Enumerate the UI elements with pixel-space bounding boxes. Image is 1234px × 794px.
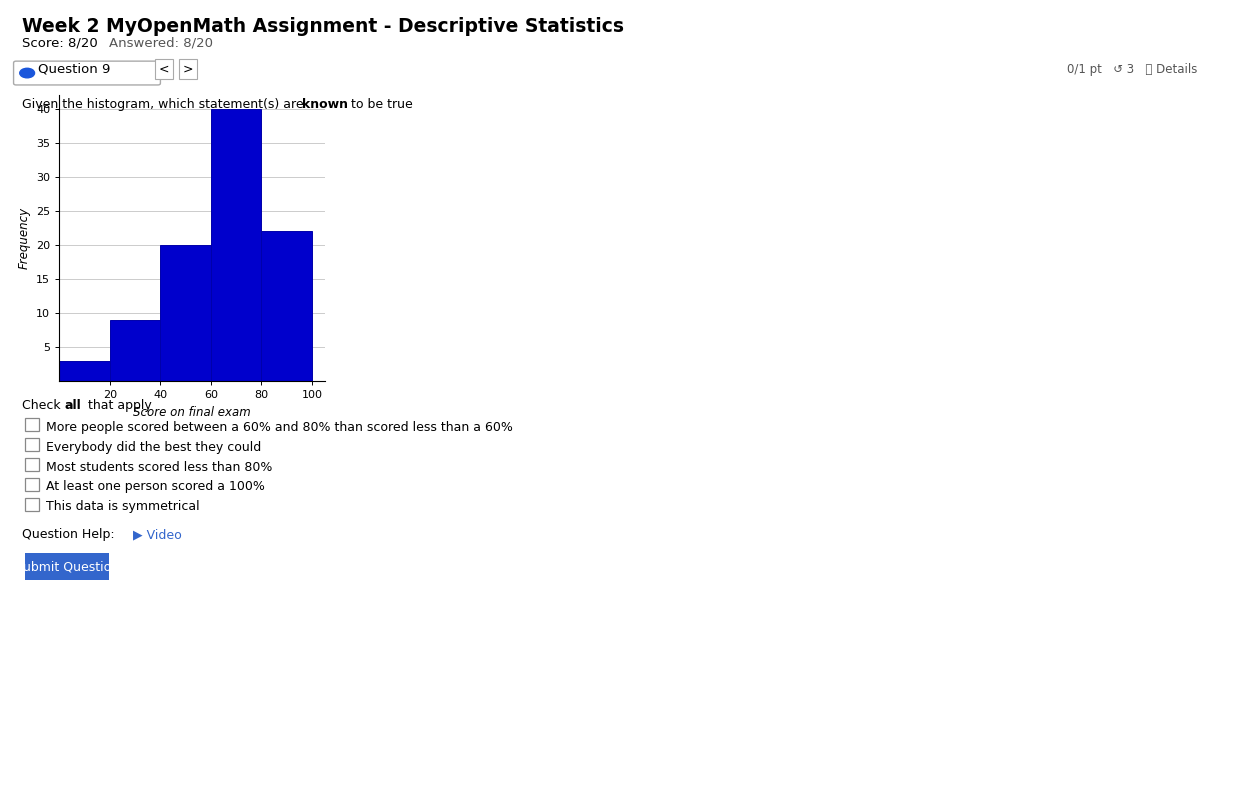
Text: Answered: 8/20: Answered: 8/20: [109, 37, 212, 49]
Text: all: all: [64, 399, 81, 412]
Text: known: known: [302, 98, 348, 110]
Y-axis label: Frequency: Frequency: [17, 207, 31, 269]
X-axis label: Score on final exam: Score on final exam: [133, 406, 251, 418]
Text: Question Help:: Question Help:: [22, 528, 115, 541]
Bar: [262, 231, 312, 381]
Text: Most students scored less than 80%: Most students scored less than 80%: [46, 461, 271, 473]
Text: to be true: to be true: [347, 98, 412, 110]
Text: Given the histogram, which statement(s) are: Given the histogram, which statement(s) …: [22, 98, 307, 110]
Bar: [160, 245, 211, 381]
Text: This data is symmetrical: This data is symmetrical: [46, 500, 199, 513]
Bar: [59, 360, 110, 381]
Bar: [211, 109, 262, 381]
Text: 0/1 pt   ↺ 3   ⏱ Details: 0/1 pt ↺ 3 ⏱ Details: [1066, 63, 1197, 75]
Text: <: <: [159, 63, 169, 75]
Text: More people scored between a 60% and 80% than scored less than a 60%: More people scored between a 60% and 80%…: [46, 421, 512, 434]
Bar: [110, 320, 160, 381]
Text: Week 2 MyOpenMath Assignment - Descriptive Statistics: Week 2 MyOpenMath Assignment - Descripti…: [22, 17, 624, 37]
Text: Submit Question: Submit Question: [15, 560, 118, 573]
Text: ▶ Video: ▶ Video: [133, 528, 183, 541]
Text: Everybody did the best they could: Everybody did the best they could: [46, 441, 260, 453]
Text: Check: Check: [22, 399, 65, 412]
Text: Score: 8/20: Score: 8/20: [22, 37, 97, 49]
Text: Question 9: Question 9: [38, 63, 111, 75]
Text: >: >: [183, 63, 193, 75]
Text: At least one person scored a 100%: At least one person scored a 100%: [46, 480, 264, 493]
Text: that apply: that apply: [84, 399, 152, 412]
